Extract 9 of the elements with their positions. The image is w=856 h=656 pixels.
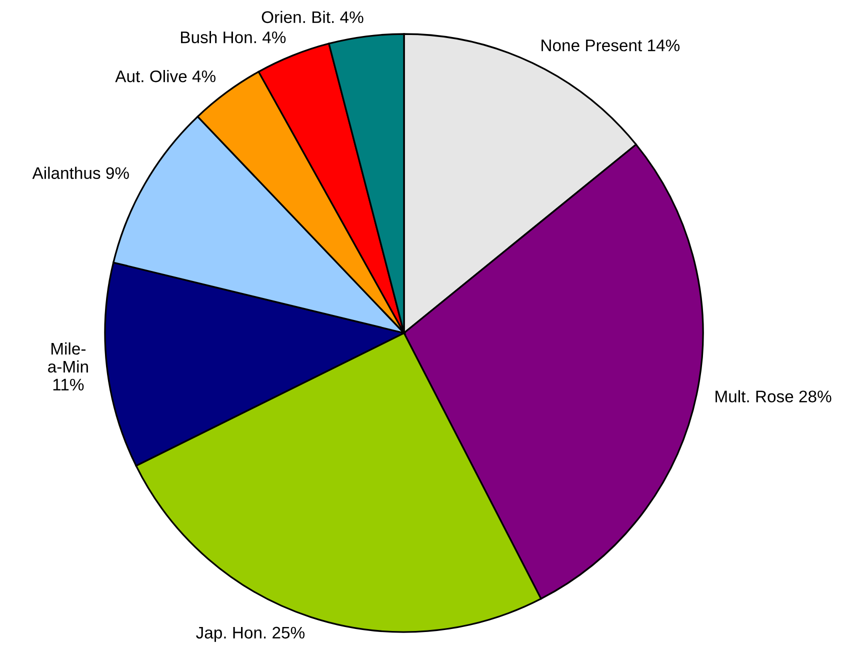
data-label: 11% bbox=[53, 378, 84, 390]
slice-label: Mile- a-Min bbox=[48, 342, 88, 373]
slice-label: Ailanthus 9% bbox=[32, 166, 129, 180]
slice-label: Mult. Rose 28% bbox=[716, 390, 832, 402]
slice-label: Bush Hon. 4% bbox=[181, 30, 286, 44]
slice-label: Aut. Olive 4% bbox=[115, 70, 216, 82]
slice-label: None Present 14% bbox=[542, 40, 680, 52]
slice-label: Jap. Hon. 25% bbox=[196, 626, 305, 642]
slice-label: Orien. Bit. 4% bbox=[262, 10, 364, 24]
